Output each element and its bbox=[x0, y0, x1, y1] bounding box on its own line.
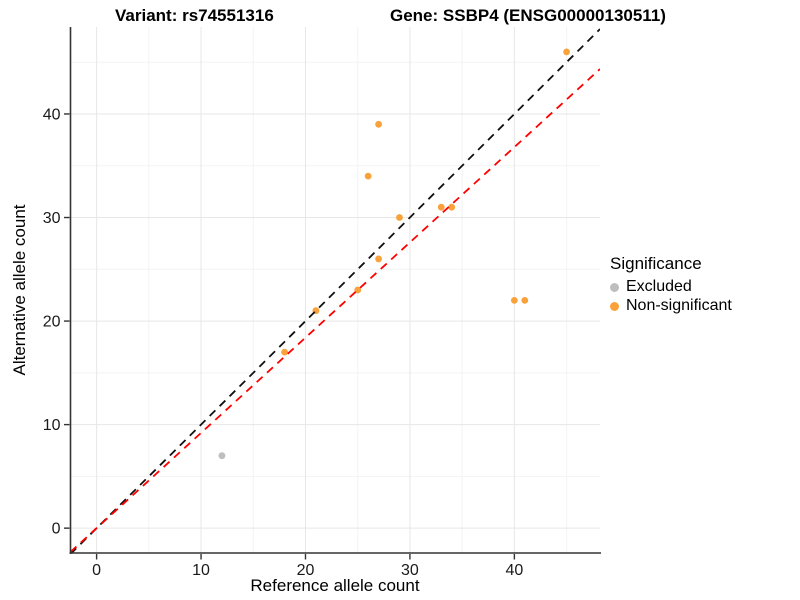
data-point-non-significant bbox=[510, 296, 518, 304]
legend-item-excluded: Excluded bbox=[610, 278, 732, 296]
legend-item-label: Excluded bbox=[626, 278, 692, 295]
non-significant-dot-icon bbox=[610, 301, 619, 311]
ratio-line bbox=[70, 68, 600, 553]
legend: Significance Excluded Non-significant bbox=[610, 254, 732, 316]
legend-title: Significance bbox=[610, 254, 702, 273]
x-tick-label: 30 bbox=[401, 562, 419, 579]
data-point-non-significant bbox=[281, 348, 288, 356]
gene-title: Gene: SSBP4 (ENSG00000130511) bbox=[390, 6, 666, 25]
y-tick-label: 0 bbox=[52, 521, 61, 538]
variant-title: Variant: rs74551316 bbox=[115, 6, 274, 25]
y-tick-label: 40 bbox=[43, 106, 61, 123]
x-axis-title: Reference allele count bbox=[250, 576, 420, 595]
y-tick-label: 30 bbox=[43, 210, 61, 227]
data-point-non-significant bbox=[521, 296, 529, 304]
y-tick-label: 10 bbox=[43, 417, 61, 434]
data-point-non-significant bbox=[563, 48, 570, 56]
data-point-non-significant bbox=[364, 172, 372, 180]
data-point-non-significant bbox=[437, 203, 445, 211]
x-tick-label: 20 bbox=[297, 562, 315, 579]
data-point-non-significant bbox=[375, 120, 382, 128]
x-tick-label: 0 bbox=[92, 562, 101, 579]
legend-item-non-significant: Non-significant bbox=[610, 297, 732, 315]
x-tick-label: 10 bbox=[192, 562, 210, 579]
legend-item-label: Non-significant bbox=[626, 297, 732, 314]
y-axis-title: Alternative allele count bbox=[10, 204, 29, 376]
data-point-non-significant bbox=[396, 214, 403, 221]
y-tick-label: 20 bbox=[43, 314, 61, 331]
data-point-non-significant bbox=[354, 286, 362, 294]
x-tick-label: 40 bbox=[505, 562, 523, 579]
excluded-dot-icon bbox=[610, 282, 619, 292]
identity-line bbox=[70, 28, 600, 553]
data-point-excluded bbox=[218, 452, 226, 460]
data-point-non-significant bbox=[448, 203, 456, 211]
data-point-non-significant bbox=[375, 255, 382, 263]
